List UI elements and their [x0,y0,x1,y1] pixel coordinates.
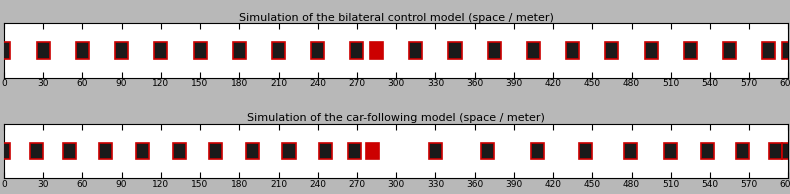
Bar [194,42,207,59]
Title: Simulation of the bilateral control model (space / meter): Simulation of the bilateral control mode… [239,12,554,23]
Title: Simulation of the car-following model (space / meter): Simulation of the car-following model (s… [247,113,545,123]
Bar [115,42,128,59]
Bar [409,42,423,59]
Bar [645,42,657,59]
Bar [76,42,89,59]
Bar [723,42,736,59]
Bar [481,143,495,159]
Bar [769,143,782,159]
Bar [233,42,246,59]
Bar [0,143,10,159]
Bar [0,42,10,59]
Bar [605,42,619,59]
Bar [348,143,361,159]
Bar [311,42,324,59]
Bar [664,143,677,159]
Bar [579,143,592,159]
Bar [351,42,363,59]
Bar [30,143,43,159]
Bar [782,42,790,59]
Bar [429,143,442,159]
Bar [531,143,544,159]
Bar [36,42,50,59]
Bar [449,42,461,59]
Bar [136,143,149,159]
Bar [100,143,112,159]
Bar [370,42,383,59]
Bar [283,143,295,159]
Bar [209,143,222,159]
Bar [366,143,379,159]
Bar [782,143,790,159]
Bar [527,42,540,59]
Bar [487,42,501,59]
Bar [272,42,285,59]
Bar [684,42,697,59]
Bar [762,42,775,59]
Bar [246,143,259,159]
Bar [736,143,749,159]
Bar [62,143,76,159]
Bar [623,143,637,159]
Bar [319,143,332,159]
Bar [701,143,714,159]
Bar [172,143,186,159]
Bar [154,42,167,59]
Bar [566,42,579,59]
